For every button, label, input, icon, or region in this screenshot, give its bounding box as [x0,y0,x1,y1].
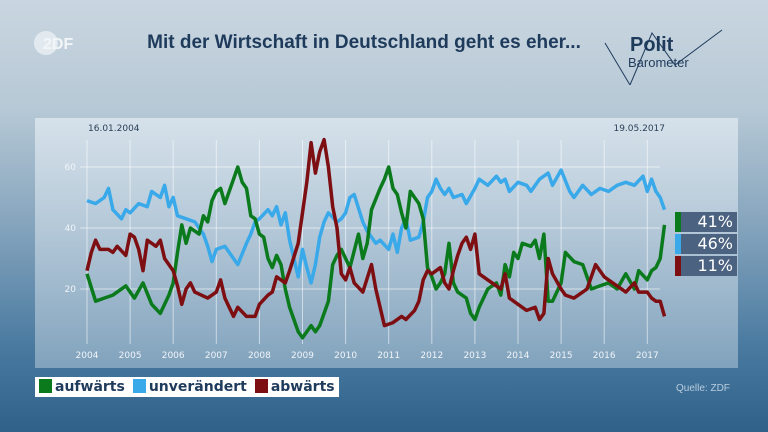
x-tick-label: 2008 [248,351,271,361]
value-label: 41% [697,212,733,231]
legend-item-unveraendert: unverändert [132,379,247,395]
x-tick-label: 2015 [550,351,573,361]
x-tick-label: 2006 [162,351,185,361]
legend-swatch [254,379,268,393]
svg-text:2DF: 2DF [43,36,73,53]
y-tick-label: 40 [65,224,77,234]
x-tick-label: 2004 [76,351,99,361]
y-tick-label: 60 [65,163,77,173]
final-value-aufwaerts: 41% [675,212,737,232]
legend-item-abwaerts: abwärts [254,379,335,395]
y-tick-label: 20 [65,285,77,295]
x-tick-label: 2012 [420,351,443,361]
final-value-abwaerts: 11% [675,256,737,276]
end-date-label: 19.05.2017 [613,124,665,134]
series-line-aufwaerts [85,165,667,340]
start-date-label: 16.01.2004 [88,124,140,134]
svg-text:Barometer: Barometer [628,55,689,70]
x-tick-label: 2014 [507,351,530,361]
legend-label: aufwärts [55,379,125,395]
source-note: Quelle: ZDF [676,383,730,394]
x-tick-label: 2011 [377,351,400,361]
x-tick-label: 2017 [636,351,659,361]
svg-text:Polit: Polit [630,34,674,56]
swatch [675,212,681,232]
legend-swatch [39,379,52,393]
value-label: 11% [697,256,733,275]
final-value-unveraendert: 46% [675,234,737,254]
x-tick-label: 2009 [291,351,314,361]
legend-item-aufwaerts: aufwärts [39,379,125,395]
swatch [675,234,681,254]
series-line-abwaerts [85,137,667,328]
x-tick-label: 2010 [334,351,357,361]
swatch [675,256,681,276]
x-tick-label: 2007 [205,351,228,361]
page-title: Mit der Wirtschaft in Deutschland geht e… [147,32,581,53]
legend-label: abwärts [270,379,335,395]
legend: aufwärts unverändert abwärts [35,377,339,397]
politbarometer-logo: Polit Barometer [604,29,723,85]
legend-swatch [132,379,146,393]
x-tick-label: 2013 [463,351,486,361]
zdf-logo: 2DF [34,31,73,55]
series-line-unveraendert [86,168,667,285]
legend-label: unverändert [148,379,247,395]
value-label: 46% [697,234,733,253]
x-tick-label: 2005 [119,351,142,361]
x-tick-label: 2016 [593,351,616,361]
